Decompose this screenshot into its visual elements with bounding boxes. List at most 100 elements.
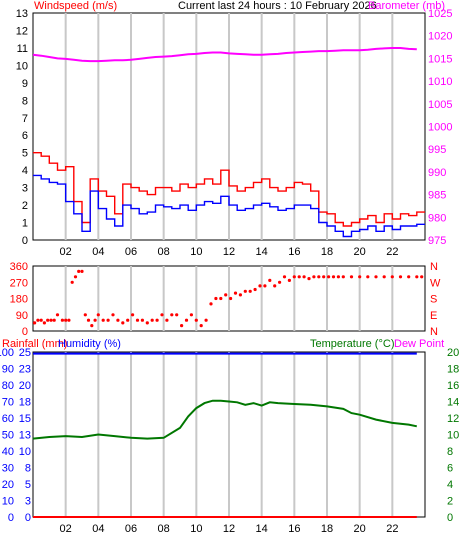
humidity-tick-label: 90 [2,364,14,376]
direction-point [49,318,53,322]
compass-tick-label: S [430,294,437,306]
direction-point [358,275,362,279]
temperature-tick-label: 2 [447,496,453,508]
x-tick-label: 20 [354,523,366,535]
rainfall-tick-label: 20 [19,380,31,392]
x-tick-label: 10 [190,246,202,258]
direction-point [243,289,247,293]
direction-point [390,275,394,279]
humidity-tick-label: 20 [2,479,14,491]
temperature-tick-label: 14 [447,397,459,409]
direction-point [165,318,169,322]
x-tick-label: 16 [288,246,300,258]
direction-point [73,275,78,279]
direction-tick-label: 180 [10,294,28,306]
temperature-tick-label: 6 [447,463,453,475]
direction-point [116,318,120,322]
humidity-tick-label: 60 [2,413,14,425]
windspeed-tick-label: 8 [22,95,28,107]
barometer-tick-label: 1025 [428,8,452,20]
direction-point [101,318,105,322]
direction-point [278,280,282,284]
direction-point [60,318,64,322]
direction-point [150,318,154,322]
direction-point [83,313,87,317]
direction-point [282,275,287,279]
x-tick-label: 06 [125,523,137,535]
direction-tick-label: 360 [10,261,28,273]
windspeed-tick-label: 13 [16,8,28,20]
barometer-tick-label: 975 [428,235,446,247]
rainfall-tick-label: 15 [19,413,31,425]
direction-point [229,296,233,301]
x-tick-label: 18 [321,246,333,258]
direction-point [322,275,326,279]
series-line-barometer [32,47,417,63]
direction-point [331,275,336,279]
direction-point [52,318,56,322]
direction-point [42,321,47,325]
rainfall-tick-label: 13 [19,430,31,442]
direction-point [170,313,174,317]
direction-point [194,318,198,322]
windspeed-tick-label: 9 [22,78,28,90]
dewpoint-axis-title: Dew Point [394,338,444,350]
direction-point [77,269,81,273]
temperature-tick-label: 0 [447,512,453,524]
direction-tick-label: 90 [16,310,28,322]
direction-point [131,313,135,317]
rainfall-tick-label: 8 [25,463,31,475]
compass-tick-label: E [430,310,437,322]
direction-point [341,275,345,279]
direction-point [55,313,60,317]
windspeed-tick-label: 12 [16,25,28,37]
direction-point [420,275,424,279]
direction-point [219,296,223,301]
direction-point [140,318,144,322]
windspeed-tick-label: 2 [22,200,28,212]
direction-point [111,313,115,317]
barometer-axis-title: Barometer (mb) [368,0,445,12]
rainfall-tick-label: 18 [19,397,31,409]
direction-point [46,318,50,322]
rainfall-tick-label: 23 [19,364,31,376]
x-tick-label: 08 [158,523,170,535]
direction-point [126,318,130,322]
direction-point [407,275,411,279]
barometer-tick-label: 1015 [428,53,452,65]
direction-point [175,313,179,317]
barometer-tick-label: 1010 [428,76,452,88]
temperature-tick-label: 10 [447,430,459,442]
rainfall-tick-label: 5 [25,479,31,491]
compass-tick-label: W [430,277,441,289]
chart-title: Current last 24 hours : 10 February 2026 [178,0,377,12]
direction-point [36,318,40,322]
x-tick-label: 04 [92,246,104,258]
compass-tick-label: N [430,326,438,338]
direction-point [135,318,140,322]
direction-point [214,296,218,301]
direction-point [268,278,272,282]
direction-point [180,324,184,328]
x-tick-label: 16 [288,523,300,535]
direction-point [86,318,91,322]
rainfall-tick-label: 0 [25,512,31,524]
direction-point [199,324,203,328]
direction-point [398,275,403,279]
temperature-axis-title: Temperature (°C) [310,338,394,350]
temperature-tick-label: 18 [447,364,459,376]
barometer-tick-label: 995 [428,144,446,156]
windspeed-tick-label: 1 [22,218,28,230]
windspeed-tick-label: 0 [22,235,28,247]
barometer-tick-label: 980 [428,212,446,224]
barometer-tick-label: 985 [428,190,446,202]
direction-point [273,284,277,288]
direction-point [287,278,291,282]
x-tick-label: 20 [354,246,366,258]
direction-point [204,318,208,322]
x-tick-label: 18 [321,523,333,535]
direction-point [67,318,71,322]
direction-point [336,275,340,279]
windspeed-tick-label: 6 [22,130,28,142]
